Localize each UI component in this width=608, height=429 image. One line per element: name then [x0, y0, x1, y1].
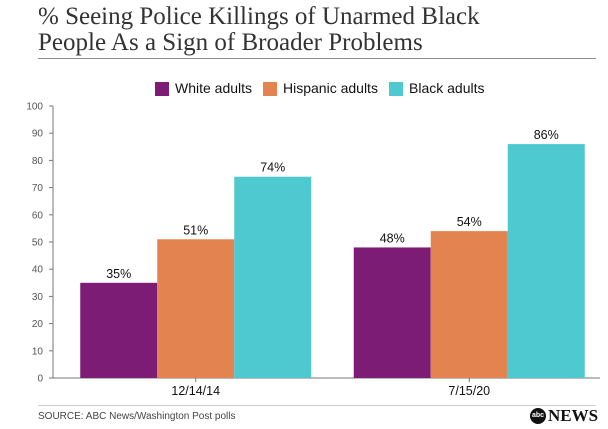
- source-note: SOURCE: ABC News/Washington Post polls: [38, 411, 236, 422]
- y-tick-label: 90: [32, 129, 44, 140]
- x-tick-label: 7/15/20: [448, 384, 490, 398]
- bar-value-label: 54%: [457, 215, 482, 229]
- y-tick-label: 40: [32, 265, 44, 276]
- legend-label-white-adults: White adults: [175, 80, 253, 96]
- x-tick-label: 12/14/14: [171, 384, 220, 398]
- abc-logo-icon: abc: [530, 408, 546, 424]
- footer-divider: [38, 405, 596, 406]
- legend-swatch-white-adults: [155, 82, 169, 96]
- bar-black-adults-0: [234, 176, 312, 378]
- y-tick-label: 70: [32, 183, 44, 194]
- legend-swatch-hispanic-adults: [263, 82, 277, 96]
- bar-value-label: 35%: [106, 267, 131, 281]
- bar-value-label: 74%: [260, 161, 285, 175]
- bar-value-label: 48%: [380, 231, 405, 245]
- chart-title-line-1: % Seeing Police Killings of Unarmed Blac…: [38, 3, 480, 30]
- bar-hispanic-adults-0: [157, 239, 235, 378]
- y-tick-label: 30: [32, 292, 44, 303]
- bar-white-adults-1: [353, 247, 431, 378]
- abc-logo-text: NEWS: [548, 406, 599, 425]
- title-divider: [38, 58, 596, 59]
- y-tick-label: 50: [32, 238, 44, 249]
- legend-label-black-adults: Black adults: [409, 80, 485, 96]
- chart-legend: White adults Hispanic adults Black adult…: [0, 79, 608, 99]
- chart-title: % Seeing Police Killings of Unarmed Blac…: [38, 4, 598, 56]
- legend-label-hispanic-adults: Hispanic adults: [283, 80, 378, 96]
- y-tick-label: 0: [37, 374, 43, 385]
- bar-value-label: 51%: [183, 223, 208, 237]
- y-tick-label: 60: [32, 210, 44, 221]
- bar-value-label: 86%: [534, 128, 559, 142]
- abc-news-logo: abc NEWS: [530, 407, 598, 425]
- y-tick-label: 80: [32, 156, 44, 167]
- y-tick-label: 100: [26, 102, 43, 113]
- y-tick-label: 10: [32, 346, 44, 357]
- bar-hispanic-adults-1: [430, 231, 508, 378]
- chart-title-line-2: People As a Sign of Broader Problems: [38, 29, 423, 56]
- bar-white-adults-0: [80, 282, 158, 378]
- y-tick-label: 20: [32, 319, 44, 330]
- bar-black-adults-1: [507, 144, 585, 378]
- legend-swatch-black-adults: [389, 82, 403, 96]
